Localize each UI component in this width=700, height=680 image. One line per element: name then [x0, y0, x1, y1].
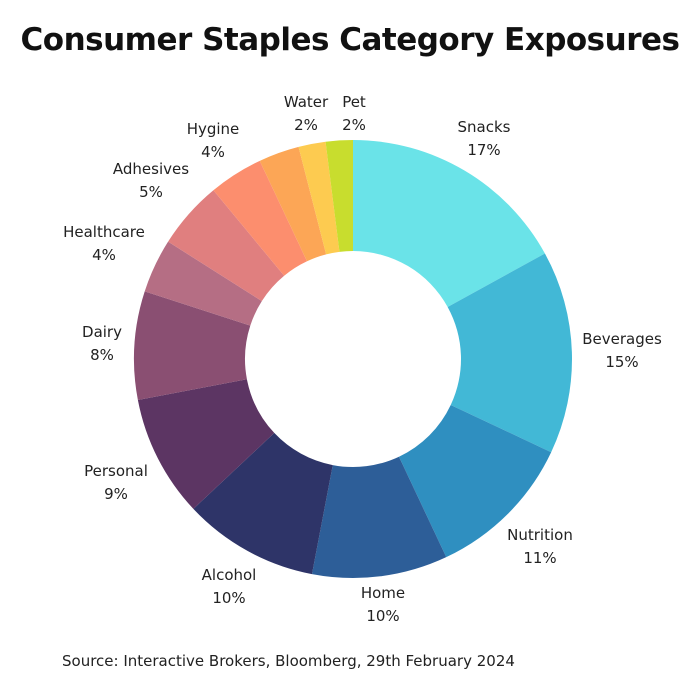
slice-beverages: [447, 253, 572, 453]
slice-value-label: 4%: [201, 143, 225, 161]
slice-home: [311, 456, 447, 578]
slice-unlabeled: [259, 146, 327, 262]
slice-adhesives: [168, 190, 285, 302]
slice-label: Alcohol: [202, 566, 257, 584]
slice-label: Home: [361, 584, 405, 602]
slice-value-label: 8%: [90, 346, 114, 364]
slice-label: Beverages: [582, 330, 662, 348]
slice-dairy: [133, 291, 251, 401]
slice-label: Snacks: [458, 118, 511, 136]
slice-value-label: 15%: [605, 353, 638, 371]
slice-healthcare: [144, 241, 262, 326]
slice-pet: [325, 140, 353, 252]
slice-label: Dairy: [82, 323, 122, 341]
slice-value-label: 4%: [92, 246, 116, 264]
slice-label: Nutrition: [507, 526, 573, 544]
slice-value-label: 9%: [104, 485, 128, 503]
slice-value-label: 10%: [366, 607, 399, 625]
slice-label: Pet: [342, 93, 366, 111]
slice-snacks: [353, 140, 545, 307]
slice-personal: [137, 379, 275, 509]
slice-label: Healthcare: [63, 223, 145, 241]
slice-value-label: 17%: [467, 141, 500, 159]
slice-alcohol: [193, 432, 333, 575]
slice-water: [298, 141, 340, 255]
slice-value-label: 10%: [212, 589, 245, 607]
slice-hygine: [213, 160, 308, 276]
slice-label: Personal: [84, 462, 148, 480]
slice-value-label: 2%: [294, 116, 318, 134]
slice-value-label: 5%: [139, 183, 163, 201]
slice-value-label: 11%: [523, 549, 556, 567]
slice-label: Hygine: [187, 120, 240, 138]
slice-nutrition: [398, 404, 552, 558]
slice-label: Adhesives: [113, 160, 189, 178]
chart-title: Consumer Staples Category Exposures: [20, 22, 680, 58]
source-note: Source: Interactive Brokers, Bloomberg, …: [62, 652, 515, 670]
slice-value-label: 2%: [342, 116, 366, 134]
slice-label: Water: [284, 93, 329, 111]
